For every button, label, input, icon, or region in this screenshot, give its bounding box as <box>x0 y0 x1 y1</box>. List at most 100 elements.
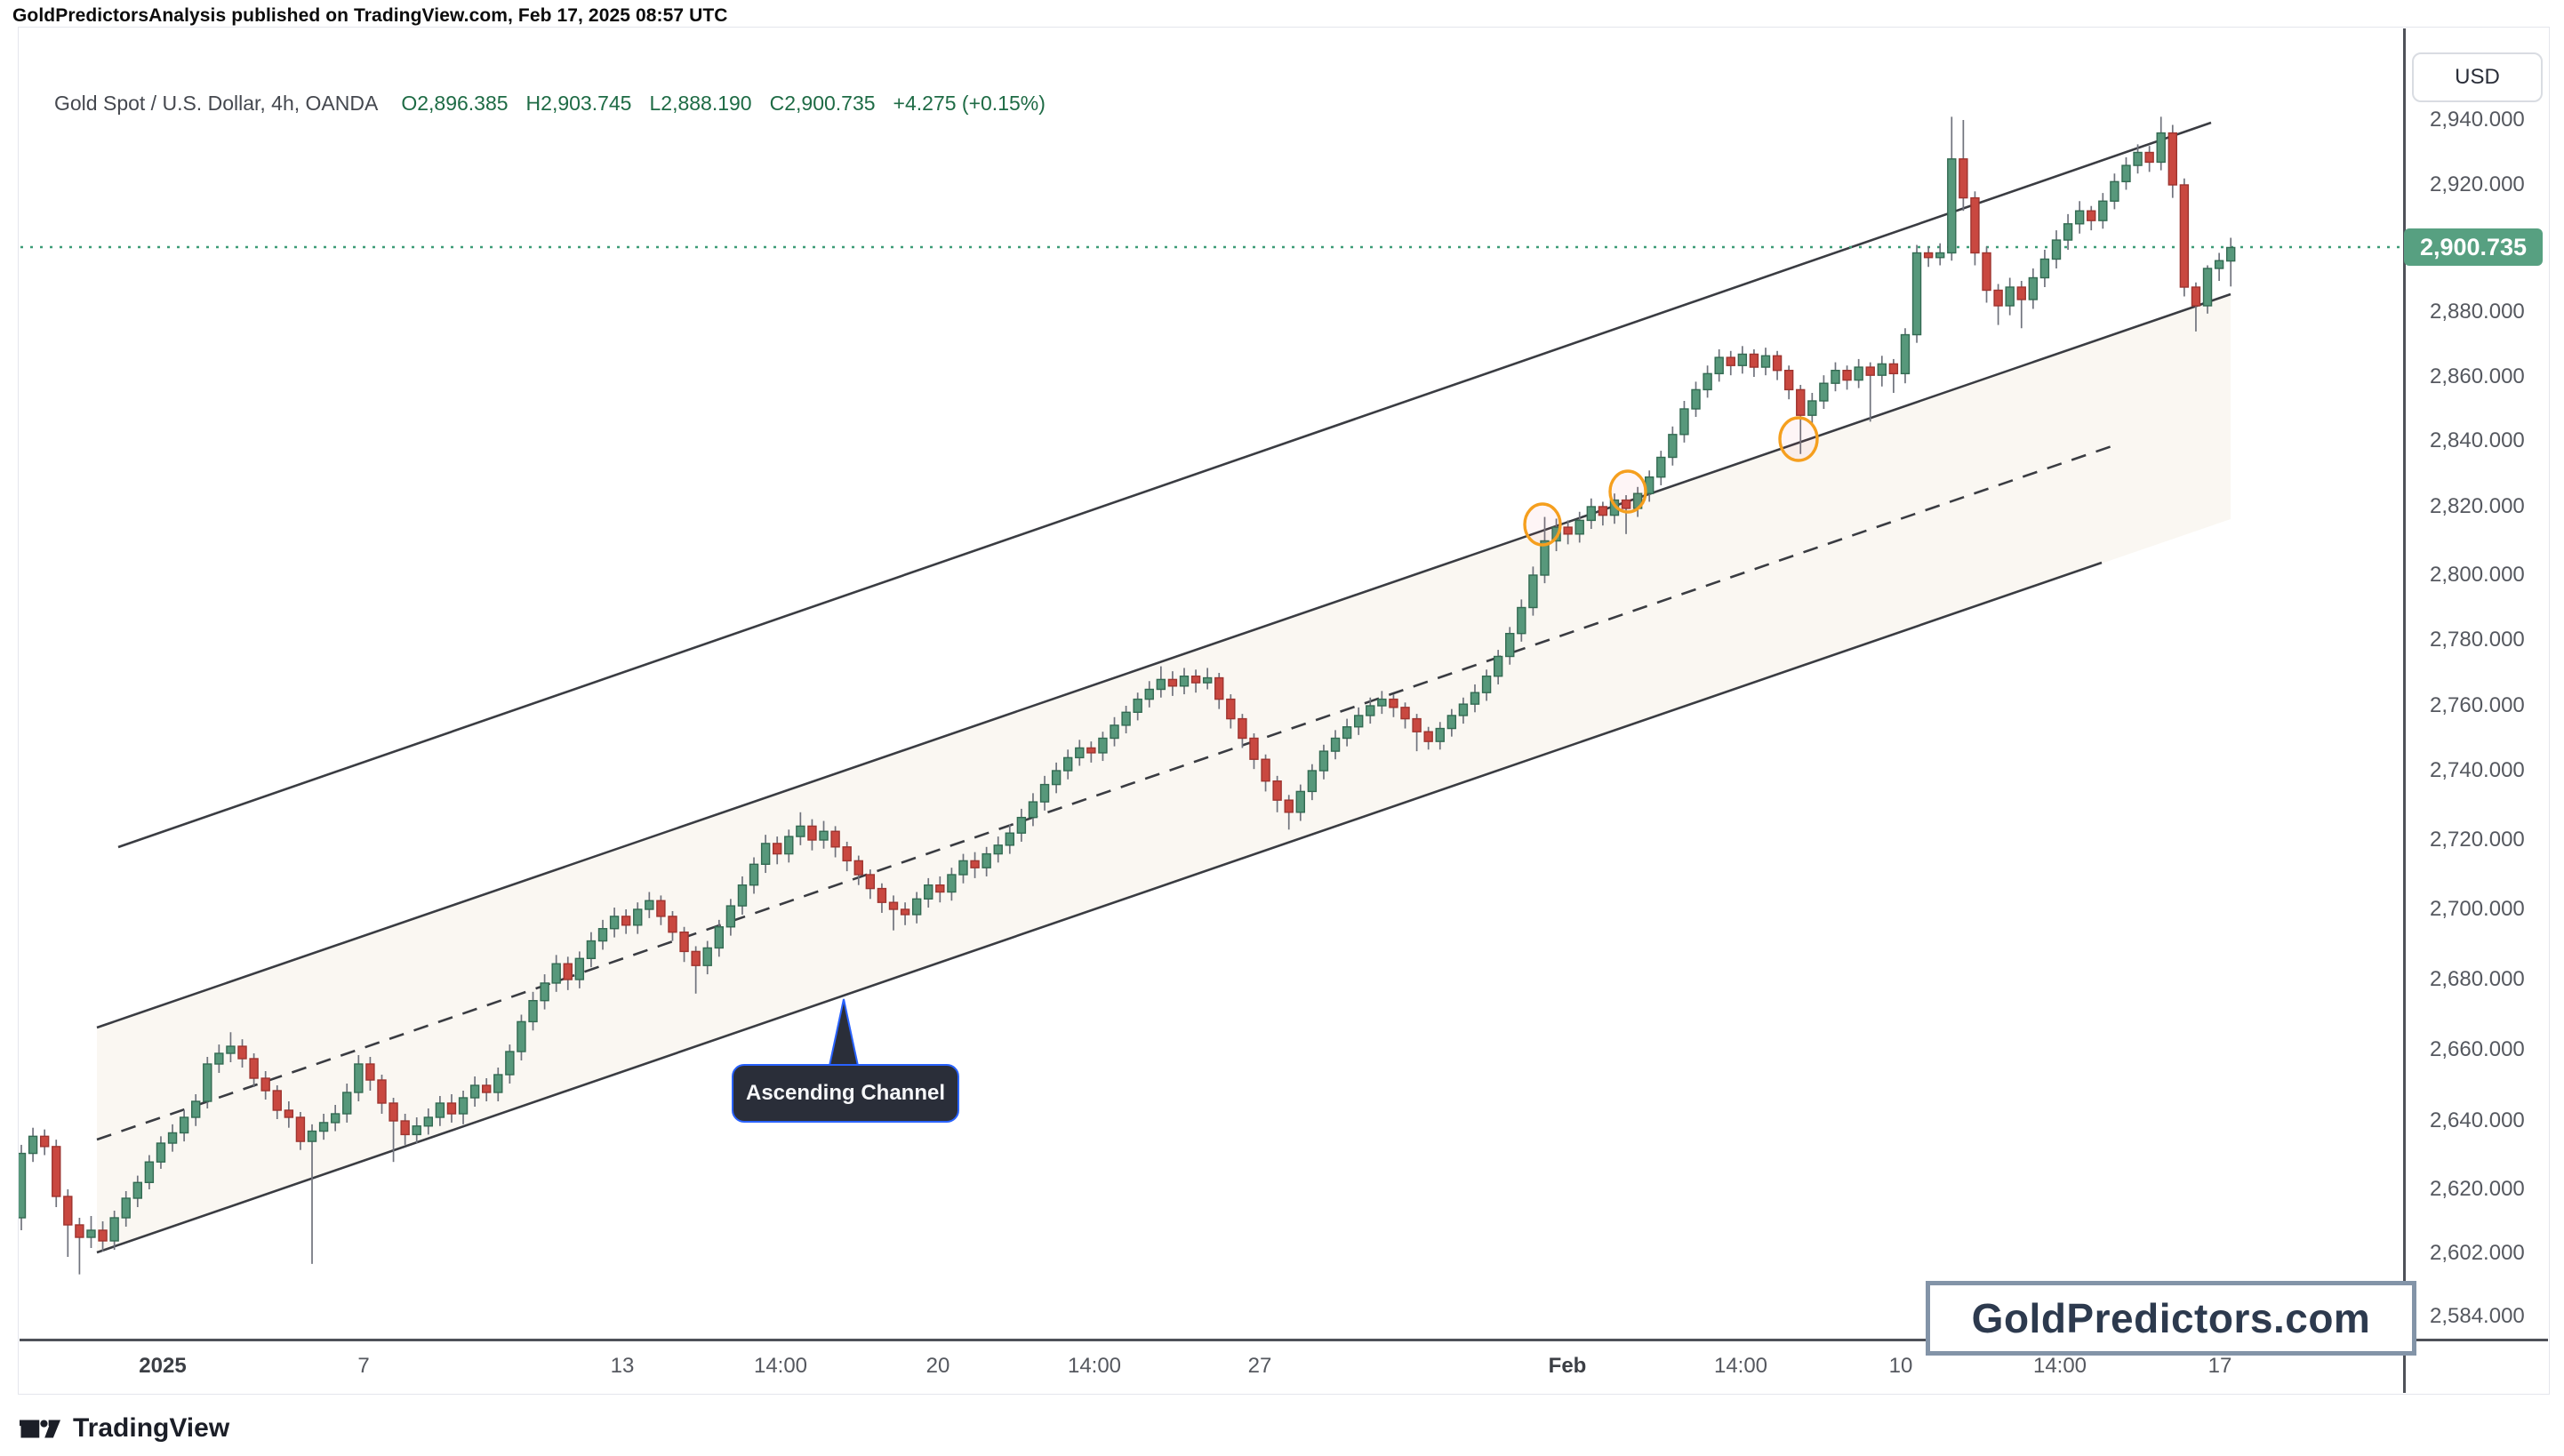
time-axis-label: 14:00 <box>753 1354 808 1378</box>
candle-body <box>1749 353 1759 368</box>
candle-body <box>446 1102 457 1115</box>
candle-body <box>2110 180 2119 202</box>
candle-body <box>52 1146 61 1197</box>
price-axis-label: 2,660.000 <box>2430 1037 2525 1061</box>
candle-body <box>1179 676 1190 687</box>
candle-body <box>1167 678 1178 687</box>
candle-body <box>1086 747 1096 754</box>
candle-body <box>725 905 736 928</box>
candle-body <box>2005 286 2015 307</box>
candle-body <box>645 900 654 910</box>
channel-bottom-line[interactable] <box>96 561 2103 1254</box>
candle-body <box>1028 801 1038 819</box>
candle-body <box>1574 519 1584 535</box>
candle-body <box>1366 705 1375 716</box>
price-axis-label: 2,640.000 <box>2430 1108 2525 1132</box>
publish-header: GoldPredictorsAnalysis published on Trad… <box>12 5 728 26</box>
candle-body <box>563 963 573 980</box>
candle-body <box>377 1079 387 1104</box>
candle-body <box>1481 676 1492 693</box>
candle-body <box>1621 499 1631 509</box>
candle-body <box>2063 223 2073 241</box>
ascending-channel-label: Ascending Channel <box>745 1081 946 1105</box>
candle-body <box>144 1161 155 1183</box>
candle-body <box>295 1116 306 1142</box>
candlestick-chart[interactable] <box>19 28 2549 1394</box>
candle-body <box>935 884 945 893</box>
channel-median-line[interactable] <box>96 443 2118 1141</box>
candle-body <box>1446 715 1457 730</box>
candle-body <box>458 1097 469 1115</box>
candle-body <box>1389 698 1398 708</box>
candle-body <box>2225 246 2236 262</box>
candle-body <box>1133 698 1142 713</box>
candle-body <box>435 1102 445 1118</box>
candle-body <box>668 916 677 933</box>
candle-body <box>2028 276 2039 300</box>
tradingview-footer[interactable]: TradingView <box>20 1413 229 1444</box>
price-axis-label: 2,620.000 <box>2430 1177 2525 1201</box>
candle-body <box>796 825 805 837</box>
channel-top-line[interactable] <box>96 292 2231 1029</box>
candle-body <box>109 1217 119 1242</box>
candle-body <box>830 830 840 848</box>
candle-body <box>540 982 549 1002</box>
price-axis-label: 2,820.000 <box>2430 494 2525 518</box>
candle-body <box>167 1132 178 1144</box>
candle-body <box>354 1063 364 1093</box>
candle-body <box>307 1130 317 1142</box>
ohlc-value-l: L2,888.190 <box>649 92 752 115</box>
candle-body <box>1888 363 1899 375</box>
candle-body <box>1598 506 1608 516</box>
candle-body <box>737 884 748 907</box>
candle-body <box>597 928 608 942</box>
price-axis-label: 2,800.000 <box>2430 563 2525 587</box>
candle-body <box>1272 780 1282 801</box>
candle-body <box>2144 151 2154 164</box>
ohlc-value-o: O2,896.385 <box>401 92 509 115</box>
time-axis-label: 17 <box>2207 1354 2232 1378</box>
candle-body <box>28 1135 38 1155</box>
candle-body <box>272 1090 282 1111</box>
candle-body <box>1551 526 1561 542</box>
candle-body <box>1330 737 1341 752</box>
price-axis-label: 2,602.000 <box>2430 1241 2525 1265</box>
candle-body <box>412 1125 421 1136</box>
candle-body <box>877 887 887 903</box>
candle-body <box>970 860 980 868</box>
outer-upper-line[interactable] <box>117 121 2212 849</box>
candle-body <box>773 843 782 855</box>
candle-body <box>1982 252 1991 292</box>
candle-body <box>1959 158 1968 199</box>
channel-retest-circle-1[interactable] <box>1523 502 1562 547</box>
candle-body <box>888 901 899 910</box>
candle-body <box>1900 333 1911 375</box>
candle-body <box>63 1196 73 1226</box>
currency-toggle-usd[interactable]: USD <box>2412 52 2543 102</box>
candle-body <box>1190 676 1201 684</box>
candle-body <box>1935 252 1945 259</box>
ascending-channel-callout[interactable]: Ascending Channel <box>732 1064 959 1123</box>
candle-body <box>1760 355 1771 368</box>
candle-body <box>1062 756 1073 772</box>
candle-body <box>190 1100 201 1118</box>
candle-body <box>1737 353 1748 366</box>
candle-body <box>656 900 666 917</box>
candle-body <box>1284 799 1294 813</box>
candle-body <box>75 1224 84 1238</box>
channel-retest-circle-3[interactable] <box>1778 416 1819 462</box>
candle-body <box>156 1142 166 1163</box>
candle-body <box>1412 717 1422 732</box>
candle-body <box>924 884 933 900</box>
time-axis-label: 2025 <box>139 1354 187 1378</box>
time-axis-label: 10 <box>1888 1354 1913 1378</box>
candle-body <box>203 1063 212 1102</box>
tradingview-logo-icon <box>20 1419 60 1438</box>
channel-retest-circle-2[interactable] <box>1608 469 1647 514</box>
candle-body <box>2133 151 2143 166</box>
candle-body <box>1540 540 1550 576</box>
symbol-legend[interactable]: Gold Spot / U.S. Dollar, 4h, OANDA O2,896… <box>54 92 1046 116</box>
candle-body <box>1423 731 1433 742</box>
time-axis-label: Feb <box>1548 1354 1587 1378</box>
candle-body <box>586 940 597 960</box>
